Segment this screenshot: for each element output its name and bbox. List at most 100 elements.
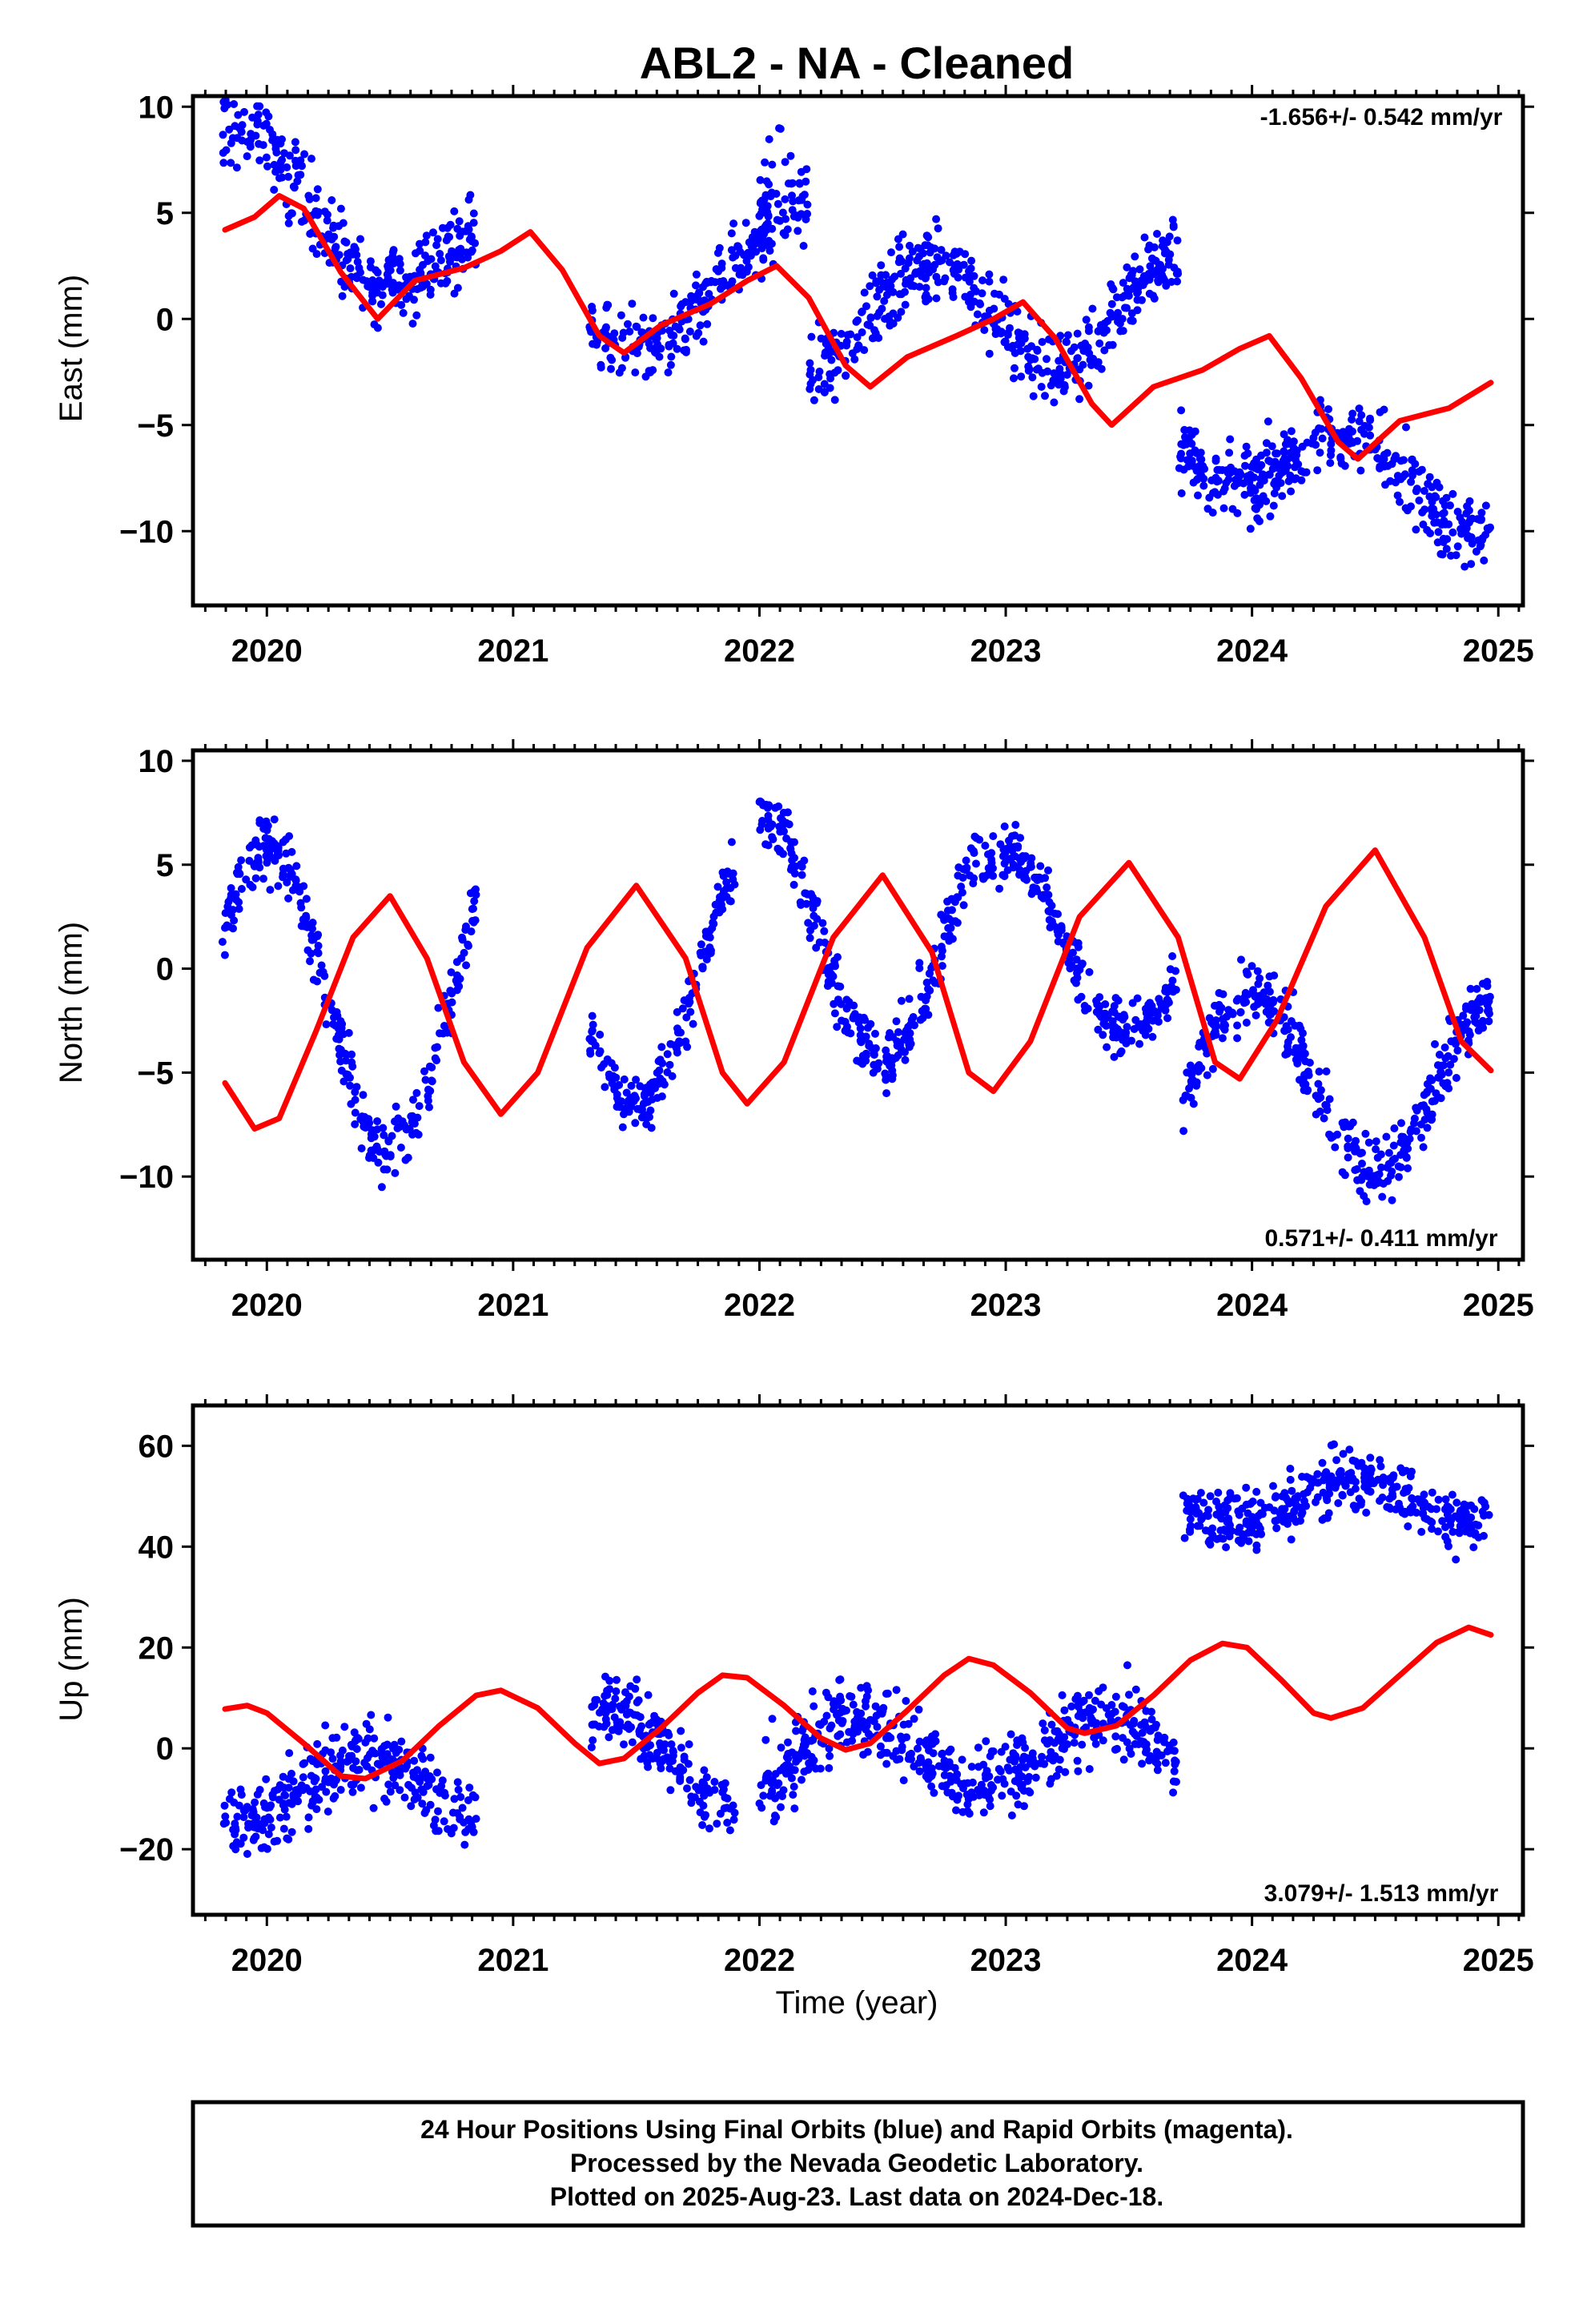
up-data-point (784, 1738, 792, 1747)
north-data-point (1005, 836, 1013, 845)
up-data-point (230, 1798, 239, 1807)
east-data-point (1226, 435, 1235, 444)
east-data-point (219, 159, 228, 167)
north-data-point (962, 866, 970, 875)
east-data-point (255, 102, 264, 111)
up-data-point (1434, 1527, 1442, 1536)
north-data-point (285, 832, 294, 841)
up-data-point (268, 1791, 277, 1799)
east-data-point (798, 195, 806, 204)
east-data-point (1273, 449, 1281, 458)
east-data-point (981, 312, 989, 321)
east-data-point (1109, 285, 1118, 294)
north-data-point (1436, 1094, 1445, 1103)
up-data-point (986, 1795, 994, 1803)
north-data-point (1395, 1172, 1403, 1181)
up-data-point (1230, 1494, 1239, 1503)
east-data-point (742, 256, 751, 265)
north-data-point (842, 1004, 851, 1013)
up-data-point (417, 1751, 426, 1760)
east-data-point (1392, 452, 1400, 460)
east-data-point (1252, 505, 1260, 513)
east-data-point (768, 224, 777, 233)
north-data-point (432, 1056, 441, 1065)
north-data-point (947, 895, 956, 903)
north-data-point (1377, 1163, 1385, 1172)
east-data-point (781, 158, 789, 167)
east-data-point (1182, 437, 1191, 446)
north-data-point (586, 1049, 595, 1058)
north-data-point (1044, 866, 1052, 875)
up-data-point (947, 1788, 956, 1797)
north-data-point (1265, 972, 1274, 981)
up-data-point (986, 1802, 994, 1811)
north-data-point (1187, 1077, 1195, 1086)
north-data-point (1364, 1138, 1373, 1147)
up-data-point (1248, 1521, 1256, 1530)
north-data-point (632, 1076, 641, 1084)
east-data-point (727, 229, 736, 238)
east-data-point (273, 135, 282, 144)
east-data-point (1231, 476, 1240, 484)
east-data-point (1000, 338, 1009, 347)
up-data-point (1131, 1730, 1139, 1739)
east-data-point (775, 124, 783, 133)
east-data-point (889, 287, 898, 296)
up-data-point (1438, 1517, 1447, 1526)
north-data-point (783, 808, 792, 817)
east-data-point (1407, 477, 1416, 486)
up-data-point (323, 1807, 332, 1816)
east-data-point (687, 297, 695, 306)
up-data-point (989, 1783, 998, 1791)
east-data-point (388, 252, 397, 261)
up-data-point (1485, 1510, 1493, 1519)
up-data-point (778, 1792, 786, 1800)
up-data-point (1420, 1490, 1428, 1499)
north-data-point (1021, 872, 1030, 881)
up-data-point (1444, 1542, 1452, 1550)
up-data-point (698, 1778, 707, 1787)
east-data-point (1140, 233, 1149, 242)
north-data-point (588, 1011, 597, 1020)
north-data-point (1352, 1136, 1360, 1145)
up-data-point (1058, 1744, 1067, 1753)
chart-title: ABL2 - NA - Cleaned (640, 38, 1074, 88)
up-data-point (413, 1766, 421, 1775)
up-data-point (336, 1786, 345, 1794)
east-data-point (842, 371, 850, 380)
east-data-point (1326, 459, 1335, 468)
east-data-point (985, 349, 994, 358)
north-data-point (1483, 982, 1492, 991)
east-data-point (395, 281, 404, 290)
up-data-point (1163, 1747, 1171, 1755)
up-data-point (882, 1759, 891, 1768)
north-data-point (948, 906, 956, 915)
up-data-point (340, 1723, 349, 1731)
up-data-point (434, 1807, 442, 1815)
up-data-point (1318, 1458, 1327, 1467)
east-data-point (967, 256, 976, 265)
up-frame (191, 1403, 1525, 1917)
up-data-point (453, 1809, 462, 1818)
east-data-point (1415, 497, 1424, 505)
up-data-point (353, 1766, 361, 1775)
east-data-point (444, 232, 452, 241)
north-data-point (871, 1029, 879, 1038)
east-data-point (895, 243, 904, 251)
up-x-tick-label: 2025 (1463, 1943, 1534, 1978)
north-data-point (866, 1019, 875, 1028)
north-x-tick-label: 2025 (1463, 1288, 1534, 1323)
up-data-point (633, 1675, 641, 1684)
east-data-point (436, 250, 444, 258)
up-data-point (367, 1711, 376, 1719)
east-data-point (932, 215, 941, 223)
north-data-point (633, 1104, 642, 1113)
east-data-point (1028, 373, 1037, 382)
north-data-point (251, 874, 260, 883)
east-data-point (331, 243, 340, 251)
up-data-point (882, 1690, 890, 1698)
north-data-point (787, 838, 795, 846)
up-data-point (989, 1747, 998, 1755)
up-data-point (289, 1777, 298, 1786)
north-data-point (292, 862, 301, 870)
